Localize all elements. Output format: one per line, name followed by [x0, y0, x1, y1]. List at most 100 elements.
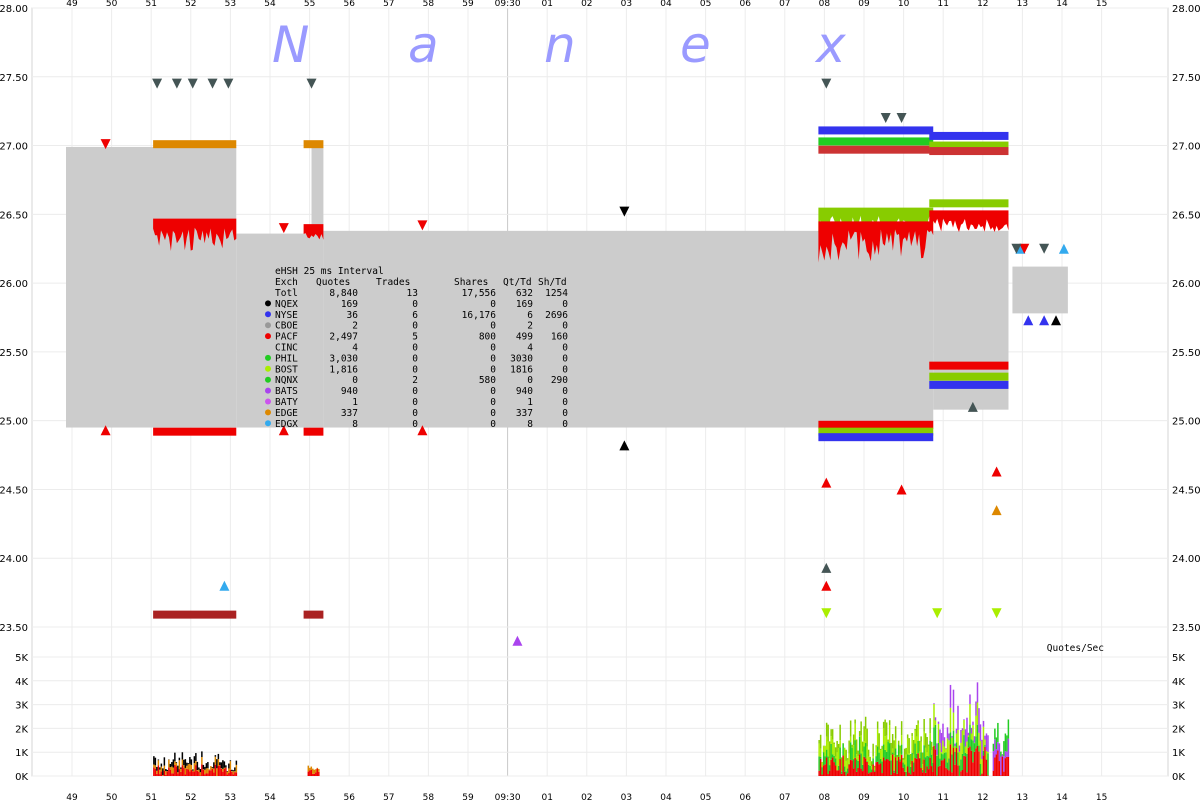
volume-bar: [830, 736, 832, 744]
volume-bar: [190, 764, 193, 770]
volume-bar: [920, 767, 922, 776]
time-tick-label: 13: [1017, 793, 1028, 800]
volume-bar: [994, 757, 996, 776]
volume-bar: [857, 756, 859, 761]
volume-bar: [885, 751, 888, 760]
volume-bar: [183, 767, 185, 776]
volume-bar: [840, 771, 843, 774]
volume-bar: [924, 733, 927, 748]
volume-bar: [914, 728, 916, 731]
volume-bar: [911, 736, 913, 754]
volume-bar: [833, 755, 835, 763]
volume-bar: [205, 773, 208, 776]
volume-bar: [943, 737, 946, 747]
volume-bar: [1007, 719, 1010, 739]
volume-bar: [235, 760, 238, 765]
volume-bar: [315, 772, 317, 776]
volume-bar: [822, 745, 825, 747]
stats-cell: 0: [412, 321, 418, 332]
price-tick-label: 26.50: [0, 210, 28, 221]
volume-bar: [912, 754, 915, 763]
volume-bar: [235, 764, 238, 773]
legend-dot: [265, 311, 271, 318]
volume-bar: [920, 752, 922, 768]
volume-bar: [828, 770, 831, 776]
quote-marker: [417, 425, 428, 436]
quote-marker: [1039, 243, 1050, 254]
nbbo-band: [1012, 266, 1068, 314]
volume-tick-label-right: 1K: [1172, 748, 1185, 759]
volume-bar: [208, 769, 211, 771]
stats-cell: 0: [562, 353, 568, 364]
volume-bar: [174, 752, 176, 762]
nbbo-bands: [66, 146, 1068, 428]
volume-bar: [969, 704, 971, 725]
volume-tick-label-right: 3K: [1172, 701, 1185, 712]
volume-bar: [1004, 751, 1007, 759]
legend-dot: [265, 354, 271, 361]
stats-cell: PACF: [275, 332, 298, 343]
volume-bar: [867, 773, 870, 776]
volume-bar: [966, 753, 968, 773]
volume-bar: [899, 753, 901, 760]
quote-bar: [303, 427, 324, 436]
volume-bar: [824, 756, 826, 765]
volume-bar: [955, 742, 958, 748]
volume-bar: [834, 765, 837, 776]
stats-cell: 0: [527, 375, 533, 386]
time-tick-label: 51: [145, 0, 156, 9]
volume-bar: [976, 724, 979, 746]
volume-bar: [205, 763, 208, 769]
volume-bar: [201, 764, 203, 776]
volume-bar: [828, 758, 831, 766]
stats-cell: 0: [412, 408, 418, 419]
volume-bar: [204, 766, 206, 770]
time-tick-label: 58: [423, 0, 435, 9]
time-tick-label: 09: [858, 0, 870, 9]
volume-bar: [168, 767, 170, 776]
volume-bar: [843, 771, 846, 776]
volume-bar: [918, 758, 921, 776]
volume-bar: [162, 775, 164, 776]
quote-marker: [171, 78, 182, 89]
volume-bar: [875, 746, 877, 757]
stats-cell: 1,816: [329, 364, 358, 375]
volume-bar: [207, 773, 209, 776]
volume-bar: [860, 721, 862, 736]
time-tick-label: 53: [225, 0, 236, 9]
volume-bar: [840, 757, 843, 772]
volume-bar: [169, 767, 172, 770]
volume-bar: [969, 724, 971, 747]
stats-cell: CBOE: [275, 321, 298, 332]
volume-bar: [234, 772, 236, 776]
volume-bar: [171, 773, 173, 776]
volume-bar: [192, 770, 194, 772]
volume-bar: [972, 762, 974, 776]
volume-bar: [223, 761, 226, 768]
volume-bar: [220, 768, 223, 769]
volume-bar: [866, 761, 868, 762]
volume-bar: [864, 758, 867, 776]
volume-bar: [846, 768, 849, 774]
quote-marker: [306, 78, 317, 89]
volume-bar: [936, 743, 938, 756]
volume-bar: [842, 743, 844, 756]
volume-bar: [866, 746, 868, 762]
volume-bar: [902, 762, 904, 768]
volume-bar: [160, 763, 163, 767]
volume-bar: [849, 720, 852, 737]
volume-bar: [166, 769, 169, 772]
volume-bar: [169, 763, 172, 768]
volume-bar: [888, 720, 891, 726]
volume-bar: [951, 772, 953, 776]
stats-cell: BOST: [275, 364, 298, 375]
volume-bar: [189, 771, 191, 776]
volume-bar: [1001, 754, 1004, 757]
volume-bar: [310, 766, 313, 770]
volume-bar: [973, 751, 976, 776]
volume-bar: [937, 723, 940, 743]
stats-cell: 160: [551, 332, 568, 343]
volume-bar: [160, 771, 163, 776]
stats-cell: 2: [412, 375, 418, 386]
volume-bar: [923, 731, 925, 746]
